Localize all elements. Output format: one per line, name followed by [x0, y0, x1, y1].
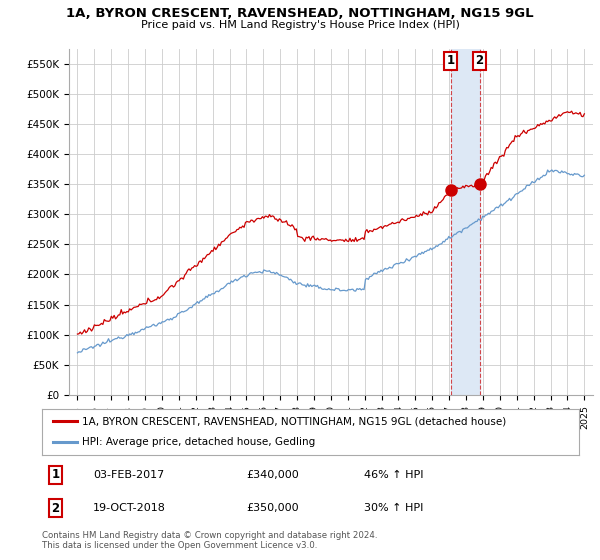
Text: 19-OCT-2018: 19-OCT-2018	[93, 503, 166, 514]
Text: HPI: Average price, detached house, Gedling: HPI: Average price, detached house, Gedl…	[82, 437, 316, 447]
Text: 1: 1	[52, 468, 59, 482]
Text: 1A, BYRON CRESCENT, RAVENSHEAD, NOTTINGHAM, NG15 9GL: 1A, BYRON CRESCENT, RAVENSHEAD, NOTTINGH…	[66, 7, 534, 20]
Text: 46% ↑ HPI: 46% ↑ HPI	[364, 470, 424, 480]
Text: 30% ↑ HPI: 30% ↑ HPI	[364, 503, 424, 514]
Text: 1: 1	[446, 54, 455, 67]
Text: £350,000: £350,000	[246, 503, 299, 514]
Text: 03-FEB-2017: 03-FEB-2017	[93, 470, 164, 480]
Text: 2: 2	[476, 54, 484, 67]
Text: 2: 2	[52, 502, 59, 515]
Text: £340,000: £340,000	[246, 470, 299, 480]
Text: 1A, BYRON CRESCENT, RAVENSHEAD, NOTTINGHAM, NG15 9GL (detached house): 1A, BYRON CRESCENT, RAVENSHEAD, NOTTINGH…	[82, 416, 506, 426]
Bar	[451, 49, 479, 395]
Text: Contains HM Land Registry data © Crown copyright and database right 2024.
This d: Contains HM Land Registry data © Crown c…	[42, 531, 377, 550]
Text: Price paid vs. HM Land Registry's House Price Index (HPI): Price paid vs. HM Land Registry's House …	[140, 20, 460, 30]
